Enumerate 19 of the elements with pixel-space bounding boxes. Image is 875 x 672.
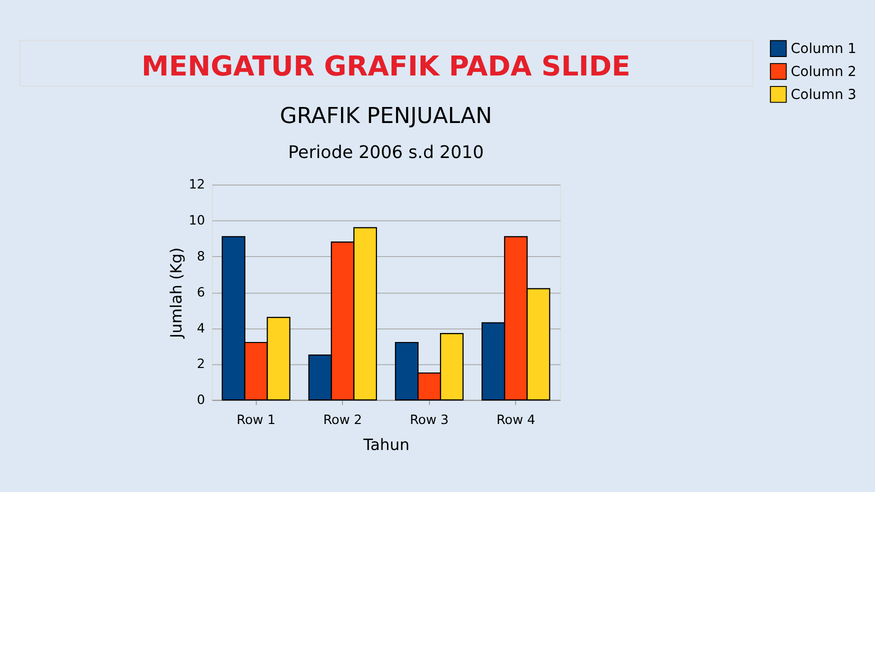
legend-label: Column 2	[790, 64, 856, 80]
x-tick-label: Row 2	[323, 413, 362, 428]
chart-subtitle: Periode 2006 s.d 2010	[288, 143, 484, 164]
y-tick-label: 4	[196, 321, 206, 336]
x-tick-label: Row 3	[410, 413, 449, 428]
chart-title: GRAFIK PENJUALAN	[280, 104, 492, 130]
text: MENGATUR GRAFIK PADA SLIDE	[142, 50, 630, 83]
y-tick-label: 8	[196, 250, 206, 265]
y-axis-title: Jumlah (Kg)	[167, 247, 186, 339]
y-tick-label: 0	[196, 393, 206, 408]
y-tick-label: 12	[188, 178, 206, 193]
x-axis-title: Tahun	[362, 436, 410, 454]
legend-label: Column 3	[790, 86, 856, 103]
y-tick-label: 6	[196, 285, 206, 300]
y-tick-label: 2	[196, 357, 206, 372]
legend-label: Column 1	[790, 41, 856, 58]
x-tick-label: Row 4	[496, 413, 536, 428]
x-tick-label: Row 1	[236, 413, 276, 428]
y-tick-label: 10	[188, 214, 206, 229]
